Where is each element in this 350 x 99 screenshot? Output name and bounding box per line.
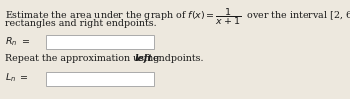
Text: endpoints.: endpoints.: [150, 54, 203, 63]
Text: $L_n\ =$: $L_n\ =$: [5, 72, 29, 85]
Text: left: left: [135, 54, 153, 63]
Text: Estimate the area under the graph of $f(x) = \dfrac{1}{x+1}$  over the interval : Estimate the area under the graph of $f(…: [5, 6, 350, 27]
Text: Repeat the approximation using: Repeat the approximation using: [5, 54, 162, 63]
Text: $R_n\ =$: $R_n\ =$: [5, 35, 30, 48]
FancyBboxPatch shape: [46, 72, 154, 86]
FancyBboxPatch shape: [46, 35, 154, 49]
Text: rectangles and right endpoints.: rectangles and right endpoints.: [5, 19, 157, 28]
